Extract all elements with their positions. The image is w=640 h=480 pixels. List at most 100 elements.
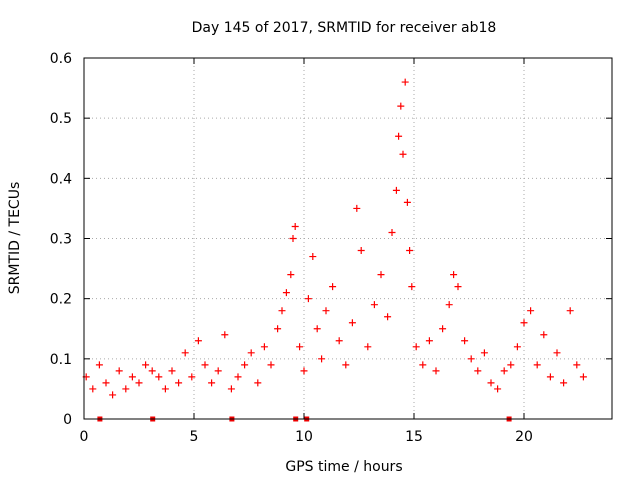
data-point: 4.6, 0.11 bbox=[181, 349, 189, 357]
data-point: 10.4, 0.27 bbox=[309, 253, 317, 261]
data-point: 11.6, 0.13 bbox=[335, 337, 343, 345]
data-point: 20.6, 0.09 bbox=[533, 361, 541, 369]
data-point: 21.5, 0.11 bbox=[553, 349, 561, 357]
data-point: 21.8, 0.06 bbox=[560, 379, 568, 387]
data-point: 9, 0.18 bbox=[278, 307, 286, 315]
data-point: 12.2, 0.16 bbox=[348, 319, 356, 327]
data-point: 0.7, 0.09 bbox=[95, 361, 103, 369]
data-point: 14.8, 0.28 bbox=[406, 247, 414, 255]
data-points: 0.1, 0.070.4, 0.050.7, 0.091, 0.061.3, 0… bbox=[82, 78, 587, 399]
y-tick-label: 0.1 bbox=[50, 352, 72, 368]
x-tick-label: 10 bbox=[295, 429, 313, 445]
data-point: 3.4, 0.07 bbox=[155, 373, 163, 381]
y-tick-label: 0 bbox=[63, 412, 72, 428]
data-point: 6.7, 0.05 bbox=[227, 385, 235, 393]
x-tick-label: 20 bbox=[515, 429, 533, 445]
data-point: 18.5, 0.06 bbox=[487, 379, 495, 387]
data-point: 2.5, 0.06 bbox=[135, 379, 143, 387]
data-point: 15.7, 0.13 bbox=[425, 337, 433, 345]
data-point: 12.4, 0.35 bbox=[353, 204, 361, 212]
data-point: 1.3, 0.04 bbox=[109, 391, 117, 399]
grid bbox=[84, 58, 612, 419]
data-point: 10, 0.08 bbox=[300, 367, 308, 375]
data-point: 17.3, 0.13 bbox=[461, 337, 469, 345]
data-point: 12.6, 0.28 bbox=[357, 247, 365, 255]
data-point: 4.3, 0.06 bbox=[175, 379, 183, 387]
data-point: 20.9, 0.14 bbox=[540, 331, 548, 339]
data-point: 14.3, 0.47 bbox=[395, 132, 403, 140]
data-point: 1.9, 0.05 bbox=[122, 385, 130, 393]
data-point: 15.4, 0.09 bbox=[419, 361, 427, 369]
data-point: 14, 0.31 bbox=[388, 228, 396, 236]
data-point: 8.5, 0.09 bbox=[267, 361, 275, 369]
data-point: 9.6, 0.32 bbox=[291, 222, 299, 230]
x-axis-label: GPS time / hours bbox=[285, 459, 402, 475]
data-point: 0.4, 0.05 bbox=[89, 385, 97, 393]
data-point: 21.2, 0.07 bbox=[546, 373, 554, 381]
data-point: 3.1, 0.08 bbox=[148, 367, 156, 375]
data-point: 9.8, 0.12 bbox=[296, 343, 304, 351]
data-point: 18.2, 0.11 bbox=[480, 349, 488, 357]
chart-title: Day 145 of 2017, SRMTID for receiver ab1… bbox=[192, 20, 497, 36]
data-point: 10.6, 0.15 bbox=[313, 325, 321, 333]
data-point: 7.3, 0.09 bbox=[241, 361, 249, 369]
data-point: 22.7, 0.07 bbox=[579, 373, 587, 381]
data-point: 9.5, 0.3 bbox=[289, 235, 297, 242]
data-point: 8.8, 0.15 bbox=[274, 325, 282, 333]
data-point: 7.9, 0.06 bbox=[254, 379, 262, 387]
data-point: 7.6, 0.11 bbox=[247, 349, 255, 357]
data-point: 6.4, 0.14 bbox=[221, 331, 229, 339]
data-point: 14.9, 0.22 bbox=[408, 283, 416, 291]
data-point: 9.4, 0.24 bbox=[287, 271, 295, 279]
data-point: 5.5, 0.09 bbox=[201, 361, 209, 369]
data-point: 22.1, 0.18 bbox=[566, 307, 574, 315]
data-point: 16.3, 0.15 bbox=[439, 325, 447, 333]
data-point: 13.8, 0.17 bbox=[384, 313, 392, 321]
data-point: 14.7, 0.36 bbox=[403, 198, 411, 206]
data-point: 10.2, 0.2 bbox=[304, 295, 312, 303]
data-point: 16, 0.08 bbox=[432, 367, 440, 375]
data-point: 5.2, 0.13 bbox=[194, 337, 202, 345]
data-point: 5.8, 0.06 bbox=[208, 379, 216, 387]
data-point: 22.4, 0.09 bbox=[573, 361, 581, 369]
data-point: 4, 0.08 bbox=[168, 367, 176, 375]
data-point: 13.2, 0.19 bbox=[370, 301, 378, 309]
data-point: 16.6, 0.19 bbox=[445, 301, 453, 309]
data-point: 4.9, 0.07 bbox=[188, 373, 196, 381]
y-axis-label: SRMTID / TECUs bbox=[7, 182, 23, 295]
data-point: 2.8, 0.09 bbox=[142, 361, 150, 369]
data-point: 7, 0.07 bbox=[234, 373, 242, 381]
data-point: 17, 0.22 bbox=[454, 283, 462, 291]
y-axis: 0 0.1 0.2 0.3 0.4 0.5 0.6 bbox=[50, 51, 612, 428]
data-point: 20, 0.16 bbox=[520, 319, 528, 327]
y-tick-label: 0.5 bbox=[50, 111, 72, 127]
y-tick-label: 0.2 bbox=[50, 292, 72, 308]
data-point: 11.3, 0.22 bbox=[329, 283, 337, 291]
data-point: 14.4, 0.52 bbox=[397, 102, 405, 110]
data-point: 18.8, 0.05 bbox=[494, 385, 502, 393]
x-tick-label: 5 bbox=[190, 429, 199, 445]
data-point: 20.3, 0.18 bbox=[527, 307, 535, 315]
data-point: 15.1, 0.12 bbox=[412, 343, 420, 351]
data-point: 3.7, 0.05 bbox=[161, 385, 169, 393]
data-point: 6.1, 0.08 bbox=[214, 367, 222, 375]
y-tick-label: 0.3 bbox=[50, 232, 72, 248]
data-point: 19.7, 0.12 bbox=[513, 343, 521, 351]
data-point: 19.4, 0.09 bbox=[507, 361, 515, 369]
data-point: 13.5, 0.24 bbox=[377, 271, 385, 279]
data-point: 14.2, 0.38 bbox=[392, 186, 400, 194]
x-axis: 0 5 10 15 20 bbox=[80, 58, 533, 445]
data-point: 19.1, 0.08 bbox=[500, 367, 508, 375]
data-point: 14.6, 0.56 bbox=[401, 78, 409, 86]
data-point: 2.2, 0.07 bbox=[128, 373, 136, 381]
data-point: 9.2, 0.21 bbox=[282, 289, 290, 297]
x-tick-label: 15 bbox=[405, 429, 423, 445]
y-tick-label: 0.6 bbox=[50, 51, 72, 67]
x-tick-label: 0 bbox=[80, 429, 89, 445]
data-point: 1, 0.06 bbox=[102, 379, 110, 387]
data-point: 14.5, 0.44 bbox=[399, 150, 407, 158]
data-point: 11.9, 0.09 bbox=[342, 361, 350, 369]
data-point: 17.6, 0.1 bbox=[467, 355, 475, 363]
data-point: 8.2, 0.12 bbox=[260, 343, 268, 351]
